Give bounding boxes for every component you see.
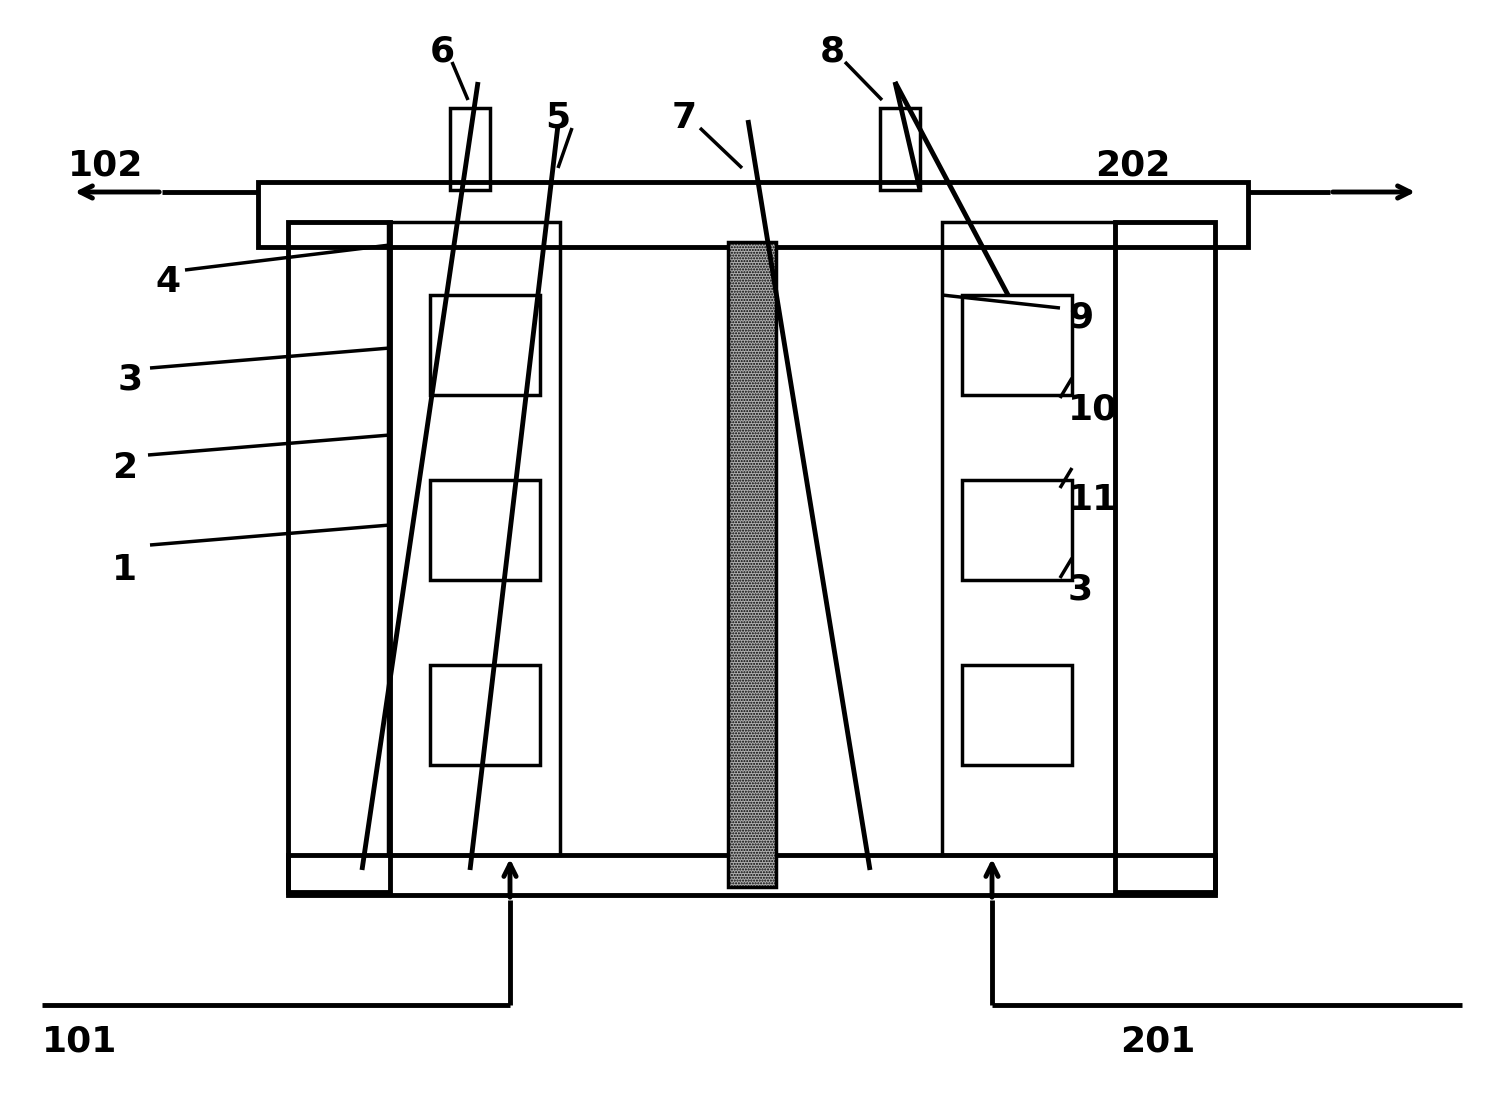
Text: 1: 1 bbox=[113, 553, 137, 587]
Text: 3: 3 bbox=[119, 363, 143, 397]
Text: 9: 9 bbox=[1069, 301, 1093, 335]
Bar bbox=[1115, 222, 1214, 892]
Text: 11: 11 bbox=[1069, 483, 1118, 517]
Text: 5: 5 bbox=[546, 101, 570, 136]
Bar bbox=[289, 855, 1214, 895]
Bar bbox=[449, 108, 490, 190]
Text: 202: 202 bbox=[1096, 148, 1171, 182]
Text: 4: 4 bbox=[155, 264, 180, 299]
Bar bbox=[289, 222, 389, 892]
Text: 10: 10 bbox=[1069, 393, 1118, 426]
Text: 6: 6 bbox=[430, 35, 455, 69]
Bar bbox=[430, 295, 540, 395]
Text: 102: 102 bbox=[68, 148, 143, 182]
Text: 3: 3 bbox=[1069, 573, 1093, 607]
Bar bbox=[430, 665, 540, 765]
Bar bbox=[727, 242, 776, 887]
Bar bbox=[388, 222, 561, 855]
Bar bbox=[962, 295, 1072, 395]
Bar bbox=[962, 480, 1072, 580]
Bar bbox=[879, 108, 920, 190]
Bar bbox=[259, 182, 1247, 247]
Bar bbox=[942, 222, 1115, 855]
Text: 201: 201 bbox=[1120, 1025, 1195, 1059]
Text: 7: 7 bbox=[672, 101, 697, 136]
Bar bbox=[430, 480, 540, 580]
Bar bbox=[962, 665, 1072, 765]
Text: 101: 101 bbox=[42, 1025, 117, 1059]
Text: 8: 8 bbox=[821, 35, 845, 69]
Text: 2: 2 bbox=[113, 451, 137, 485]
